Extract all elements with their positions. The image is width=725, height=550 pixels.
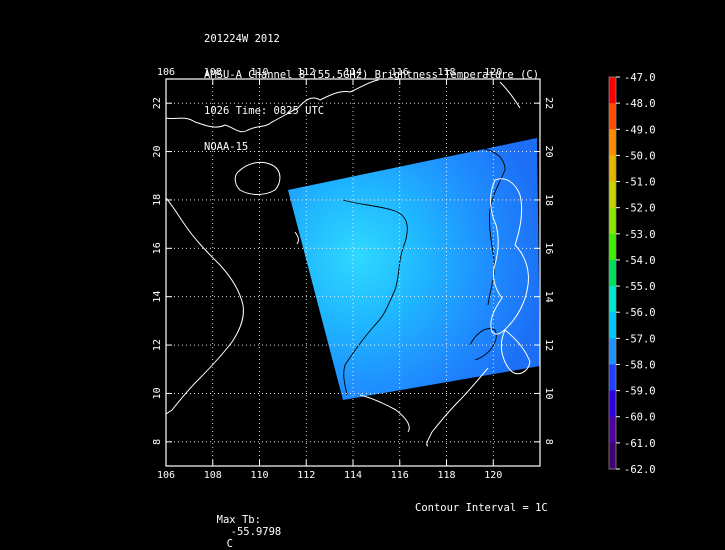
colorbar-label: -58.0 xyxy=(624,359,656,371)
colorbar-frame xyxy=(608,76,617,470)
axis-ticks xyxy=(165,79,540,466)
lon-tick-label-bottom: 106 xyxy=(157,470,175,481)
lat-tick-label-left: 18 xyxy=(152,194,163,206)
lat-tick-label-left: 16 xyxy=(152,242,163,254)
contour-line xyxy=(342,199,408,396)
contour-interval: Contour Interval = 1C xyxy=(415,502,548,514)
lat-tick-label-right: 10 xyxy=(543,387,554,399)
lat-tick-label-left: 14 xyxy=(152,291,163,303)
colorbar-gradient xyxy=(609,77,616,470)
colorbar-label: -52.0 xyxy=(624,203,656,215)
max-tb-unit: C xyxy=(226,538,233,550)
lon-tick-label-bottom: 118 xyxy=(437,470,455,481)
colorbar-label: -51.0 xyxy=(624,177,656,189)
lat-tick-label-right: 8 xyxy=(543,439,554,445)
colorbar-label: -54.0 xyxy=(624,255,656,267)
max-tb-readout: Max Tb: -55.9798 C xyxy=(204,502,282,550)
storm-id-title: 201224W 2012 xyxy=(204,33,280,45)
lat-tick-label-right: 12 xyxy=(543,339,554,351)
max-tb-value: -55.9798 xyxy=(230,526,282,538)
coastline xyxy=(499,81,521,109)
coastline xyxy=(359,394,410,433)
colorbar-segment xyxy=(609,103,616,130)
contour-line xyxy=(469,328,497,361)
colorbar-segment xyxy=(609,259,616,287)
colorbar-segment xyxy=(609,77,616,104)
lon-tick-label-bottom: 120 xyxy=(484,470,502,481)
colorbar-label: -53.0 xyxy=(624,229,656,241)
coastline xyxy=(234,161,281,195)
lon-tick-label-top: 118 xyxy=(437,67,455,78)
colorbar-label: -61.0 xyxy=(624,438,656,450)
lon-tick-label-bottom: 114 xyxy=(344,470,362,481)
lat-tick-label-left: 20 xyxy=(152,146,163,158)
lat-tick-label-right: 16 xyxy=(543,242,554,254)
colorbar-label: -62.0 xyxy=(624,464,656,476)
satellite-title: NOAA-15 xyxy=(204,141,249,153)
coastline xyxy=(294,231,299,245)
lat-tick-label-right: 18 xyxy=(543,194,554,206)
colorbar-segment xyxy=(609,207,616,235)
colorbar-segment xyxy=(609,390,616,418)
lon-tick-label-top: 112 xyxy=(297,67,315,78)
lon-tick-label-top: 120 xyxy=(484,67,502,78)
lon-tick-label-bottom: 108 xyxy=(204,470,222,481)
max-tb-label: Max Tb: xyxy=(216,514,261,526)
coastline xyxy=(426,367,489,447)
colorbar-segment xyxy=(609,181,616,209)
lon-tick-label-top: 106 xyxy=(157,67,175,78)
coastline xyxy=(490,178,529,335)
colorbar-label: -50.0 xyxy=(624,150,656,162)
lon-tick-label-top: 116 xyxy=(391,67,409,78)
colorbar-segment xyxy=(609,312,616,339)
plot-header: 201224W 2012 AMSU-A Channel 8 (55.5GHz) … xyxy=(204,9,539,165)
colorbar-segment xyxy=(609,233,616,261)
coastline xyxy=(166,197,244,415)
colorbar-label: -60.0 xyxy=(624,412,656,424)
lon-tick-label-bottom: 110 xyxy=(250,470,268,481)
colorbar-segment xyxy=(609,338,616,365)
coastlines xyxy=(166,79,531,447)
colorbar-label: -48.0 xyxy=(624,98,656,110)
colorbar-label: -57.0 xyxy=(624,333,656,345)
colorbar-segment xyxy=(609,442,616,470)
colorbar-labels: -47.0 -48.0 -49.0 -50.0 -51.0 -52.0 -53.0 -54.0… xyxy=(616,72,656,476)
colorbar-label: -55.0 xyxy=(624,281,656,293)
colorbar-label: -56.0 xyxy=(624,307,656,319)
lat-tick-label-right: 20 xyxy=(543,146,554,158)
axis-labels: 1061061081081101101121121141141161161181… xyxy=(152,67,554,481)
product-title: AMSU-A Channel 8 (55.5GHz) Brightness Te… xyxy=(204,69,540,81)
lon-tick-label-bottom: 112 xyxy=(297,470,315,481)
lon-tick-label-top: 108 xyxy=(204,67,222,78)
colorbar-segment xyxy=(609,155,616,183)
lat-tick-label-left: 8 xyxy=(152,439,163,445)
lat-tick-label-left: 22 xyxy=(152,97,163,109)
colorbar-segment xyxy=(609,286,616,313)
lon-tick-label-bottom: 116 xyxy=(391,470,409,481)
lat-tick-label-right: 14 xyxy=(543,291,554,303)
lat-tick-label-left: 12 xyxy=(152,339,163,351)
colorbar-segment xyxy=(609,129,616,156)
colorbar-label: -47.0 xyxy=(624,72,656,84)
lon-tick-label-top: 114 xyxy=(344,67,362,78)
coastline xyxy=(166,79,379,133)
colorbar-segment xyxy=(609,416,616,444)
colorbar-segment xyxy=(609,364,616,392)
colorbar-label: -59.0 xyxy=(624,386,656,398)
coastline xyxy=(500,329,531,375)
lat-tick-label-left: 10 xyxy=(152,387,163,399)
lat-tick-label-right: 22 xyxy=(543,97,554,109)
colorbar-label: -49.0 xyxy=(624,124,656,136)
lon-tick-label-top: 110 xyxy=(250,67,268,78)
